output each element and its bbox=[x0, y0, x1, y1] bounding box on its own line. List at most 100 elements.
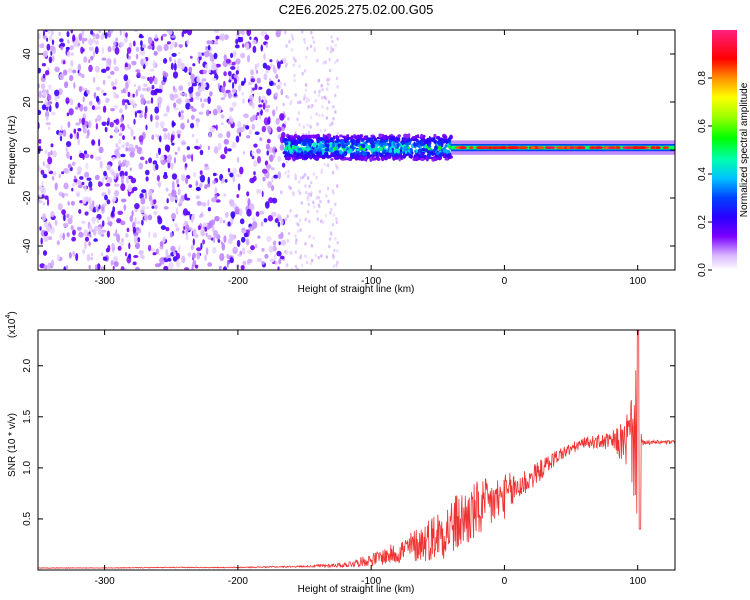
heat-cell bbox=[96, 114, 102, 122]
heat-peak bbox=[651, 146, 656, 150]
heat-cell bbox=[240, 52, 246, 59]
heat-cell bbox=[195, 180, 198, 187]
heat-cell bbox=[170, 212, 177, 220]
heat-cell bbox=[107, 75, 111, 79]
heat-cell bbox=[242, 260, 247, 266]
heat-cell bbox=[84, 211, 89, 216]
heat-cell bbox=[269, 258, 275, 263]
heat-cell bbox=[185, 234, 189, 241]
heat-cell bbox=[251, 150, 255, 155]
heat-cell bbox=[317, 78, 321, 83]
heat-cell bbox=[287, 117, 290, 121]
heat-cell bbox=[52, 150, 57, 158]
heat-cell bbox=[177, 146, 181, 152]
heat-cell bbox=[420, 133, 424, 138]
heat-cell bbox=[305, 137, 310, 142]
heat-cell bbox=[72, 34, 76, 42]
heat-cell bbox=[66, 112, 70, 117]
heat-cell bbox=[274, 253, 277, 261]
heat-cell bbox=[201, 202, 207, 207]
heat-cell bbox=[153, 210, 158, 216]
heat-cell bbox=[329, 49, 333, 54]
heat-cell bbox=[220, 97, 225, 101]
heat-cell bbox=[75, 191, 81, 198]
heat-cell bbox=[79, 176, 84, 180]
heat-cell bbox=[319, 129, 322, 133]
heat-cell bbox=[140, 40, 143, 47]
heat-peak bbox=[568, 146, 575, 150]
heat-cell bbox=[128, 253, 132, 259]
heat-cell bbox=[307, 105, 310, 109]
heat-cell bbox=[77, 102, 81, 108]
heat-cell bbox=[101, 266, 104, 270]
heat-cell bbox=[296, 154, 300, 159]
heat-cell bbox=[220, 241, 223, 245]
snr-series-line bbox=[38, 330, 675, 569]
heat-cell bbox=[84, 153, 90, 159]
heat-cell bbox=[162, 127, 168, 132]
heat-cell bbox=[160, 155, 165, 161]
heat-cell bbox=[120, 153, 126, 158]
heat-peak bbox=[469, 146, 474, 150]
heat-cell bbox=[292, 56, 296, 61]
heat-cell bbox=[361, 151, 367, 156]
heat-cell bbox=[312, 148, 317, 154]
heat-cell bbox=[46, 37, 49, 42]
heat-cell bbox=[41, 213, 47, 222]
heat-cell bbox=[291, 37, 295, 41]
snr-scale-exp: 4 bbox=[5, 315, 12, 319]
heat-cell bbox=[105, 183, 111, 187]
heat-cell bbox=[303, 93, 306, 98]
heat-cell bbox=[234, 44, 240, 49]
heat-cell bbox=[67, 163, 72, 169]
heat-cell bbox=[322, 61, 325, 65]
heat-cell bbox=[286, 238, 290, 243]
heat-cell bbox=[243, 77, 246, 84]
heat-cell bbox=[193, 171, 197, 178]
snr-frame bbox=[37, 329, 676, 571]
heat-cell bbox=[271, 176, 274, 183]
heat-cell bbox=[129, 151, 135, 158]
heat-cell bbox=[284, 142, 289, 145]
heat-cell bbox=[306, 46, 309, 51]
heat-cell bbox=[275, 74, 279, 79]
heat-cell bbox=[269, 81, 274, 87]
heat-cell bbox=[276, 84, 281, 90]
heat-cell bbox=[335, 135, 339, 140]
heat-cell bbox=[212, 246, 217, 254]
heat-cell bbox=[47, 94, 52, 101]
spectrogram-x-label: Height of straight line (km) bbox=[298, 284, 415, 295]
heat-cell bbox=[153, 199, 157, 205]
heat-cell bbox=[280, 88, 284, 96]
heat-cell bbox=[228, 79, 232, 83]
heat-cell bbox=[323, 135, 326, 139]
heat-cell bbox=[117, 152, 121, 159]
heat-cell bbox=[215, 124, 218, 131]
heat-cell bbox=[187, 252, 192, 257]
heat-cell bbox=[288, 250, 292, 255]
heat-cell bbox=[135, 46, 140, 52]
heat-cell bbox=[335, 150, 340, 155]
heat-cell bbox=[215, 63, 221, 68]
heat-cell bbox=[163, 113, 169, 117]
heat-cell bbox=[379, 146, 383, 152]
heat-cell bbox=[238, 208, 243, 217]
heat-cell bbox=[113, 41, 117, 47]
heat-cell bbox=[275, 105, 278, 112]
heat-cell bbox=[145, 124, 148, 131]
heat-cell bbox=[130, 177, 137, 184]
heat-cell bbox=[134, 30, 138, 33]
heat-cell bbox=[42, 173, 48, 179]
heat-cell bbox=[47, 236, 53, 241]
heat-cell bbox=[111, 210, 114, 217]
heat-cell bbox=[227, 168, 231, 173]
heat-cell bbox=[225, 58, 231, 64]
heat-cell bbox=[135, 53, 139, 60]
heat-cell bbox=[332, 105, 335, 109]
heat-cell bbox=[151, 44, 155, 51]
heat-cell bbox=[323, 128, 327, 133]
heat-cell bbox=[167, 258, 172, 262]
heat-cell bbox=[59, 73, 65, 81]
heat-cell bbox=[131, 60, 137, 66]
heat-cell bbox=[374, 146, 377, 151]
